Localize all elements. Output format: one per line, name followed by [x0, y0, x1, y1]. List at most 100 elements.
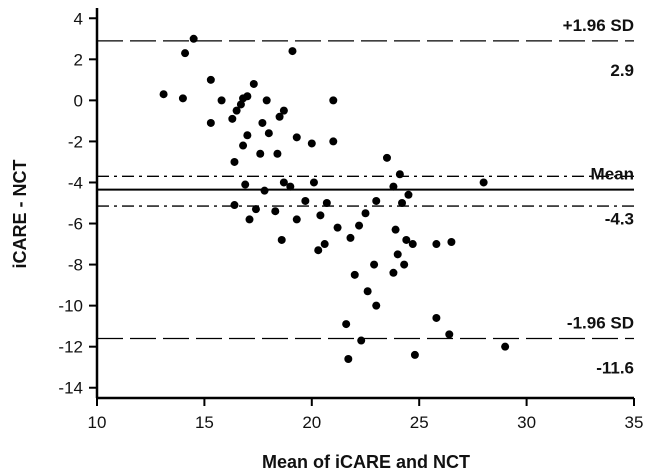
data-point [389, 268, 398, 277]
data-point [189, 34, 198, 43]
data-point [307, 139, 316, 148]
y-tick-label: 4 [74, 9, 83, 28]
data-point [258, 118, 267, 127]
data-point [217, 96, 226, 105]
y-tick-label: -6 [68, 215, 83, 234]
data-point [241, 180, 250, 189]
data-point [363, 287, 372, 296]
x-tick-label: 10 [88, 413, 107, 432]
data-point [251, 205, 260, 214]
reference-line-label: Mean [591, 165, 634, 184]
data-point [329, 137, 338, 146]
data-point [322, 199, 331, 207]
y-tick-label: 2 [74, 50, 83, 69]
data-point [350, 270, 359, 279]
reference-line-value: -4.3 [605, 210, 634, 229]
y-tick-label: -12 [58, 338, 83, 357]
data-point [404, 190, 413, 199]
data-point [320, 240, 329, 249]
data-point [501, 342, 510, 351]
data-point [395, 170, 404, 179]
data-point [372, 301, 381, 310]
data-points [159, 34, 510, 363]
data-point [279, 106, 288, 115]
data-point [393, 250, 402, 259]
data-point [391, 225, 400, 234]
data-point [279, 178, 288, 187]
data-point [398, 199, 407, 207]
data-point [432, 313, 441, 322]
data-point [292, 215, 301, 224]
data-point [370, 260, 379, 269]
data-point [445, 330, 454, 339]
data-point [277, 235, 286, 244]
data-point [273, 149, 282, 158]
reference-line-value: 2.9 [610, 61, 634, 80]
data-point [236, 100, 245, 109]
y-tick-label: -2 [68, 132, 83, 151]
data-point [260, 186, 269, 195]
y-tick-label: 0 [74, 91, 83, 110]
data-point [309, 178, 318, 187]
data-point [342, 320, 351, 329]
data-point [232, 106, 241, 115]
data-point [243, 131, 252, 140]
data-point [346, 233, 355, 242]
data-point [206, 118, 215, 127]
data-point [447, 238, 456, 246]
data-point [159, 90, 168, 99]
data-point [245, 215, 254, 224]
data-point [206, 75, 215, 84]
data-point [361, 209, 370, 218]
data-point [400, 260, 409, 269]
data-point [333, 223, 342, 232]
y-tick-label: -14 [58, 379, 83, 398]
x-tick-label: 15 [195, 413, 214, 432]
data-point [408, 240, 417, 249]
data-point [271, 207, 280, 216]
data-point [292, 133, 301, 142]
x-axis-label: Mean of iCARE and NCT [262, 452, 470, 472]
data-point [178, 94, 187, 103]
data-point [230, 157, 239, 166]
data-point [230, 201, 239, 210]
reference-line-annotations: +1.96 SD 2.9 Mean -4.3 -1.96 SD -11.6 [563, 16, 634, 378]
data-point [288, 47, 297, 56]
reference-line-value: -11.6 [596, 358, 634, 377]
data-point [275, 112, 284, 121]
data-point [286, 182, 295, 191]
data-point [262, 96, 271, 105]
data-point [372, 196, 381, 205]
data-point [389, 182, 398, 191]
y-axis-label: iCARE - NCT [10, 160, 30, 269]
y-axis-ticks: 4 2 0 -2 -4 -6 -8 -10 -12 -14 [58, 9, 97, 398]
y-tick-label: -4 [68, 173, 83, 192]
data-point [181, 49, 190, 58]
x-tick-label: 25 [410, 413, 429, 432]
data-point [329, 96, 338, 105]
reference-line-label: +1.96 SD [563, 16, 634, 35]
data-point [357, 336, 366, 345]
data-point [316, 211, 325, 220]
x-tick-label: 20 [302, 413, 321, 432]
axes [95, 8, 634, 400]
x-tick-label: 30 [517, 413, 536, 432]
x-tick-label: 35 [625, 413, 644, 432]
data-point [382, 153, 391, 162]
data-point [479, 178, 488, 187]
data-point [301, 196, 310, 205]
data-point [239, 141, 248, 150]
y-tick-label: -8 [68, 256, 83, 275]
data-point [410, 350, 419, 359]
data-point [432, 240, 441, 249]
x-axis-ticks: 10 15 20 25 30 35 [88, 398, 644, 432]
y-tick-label: -10 [58, 297, 83, 316]
data-point [243, 92, 252, 101]
reference-lines [97, 40, 634, 340]
data-point [314, 246, 323, 255]
data-point [344, 355, 353, 363]
data-point [264, 129, 273, 138]
reference-line-label: -1.96 SD [567, 313, 634, 332]
data-point [256, 149, 265, 158]
